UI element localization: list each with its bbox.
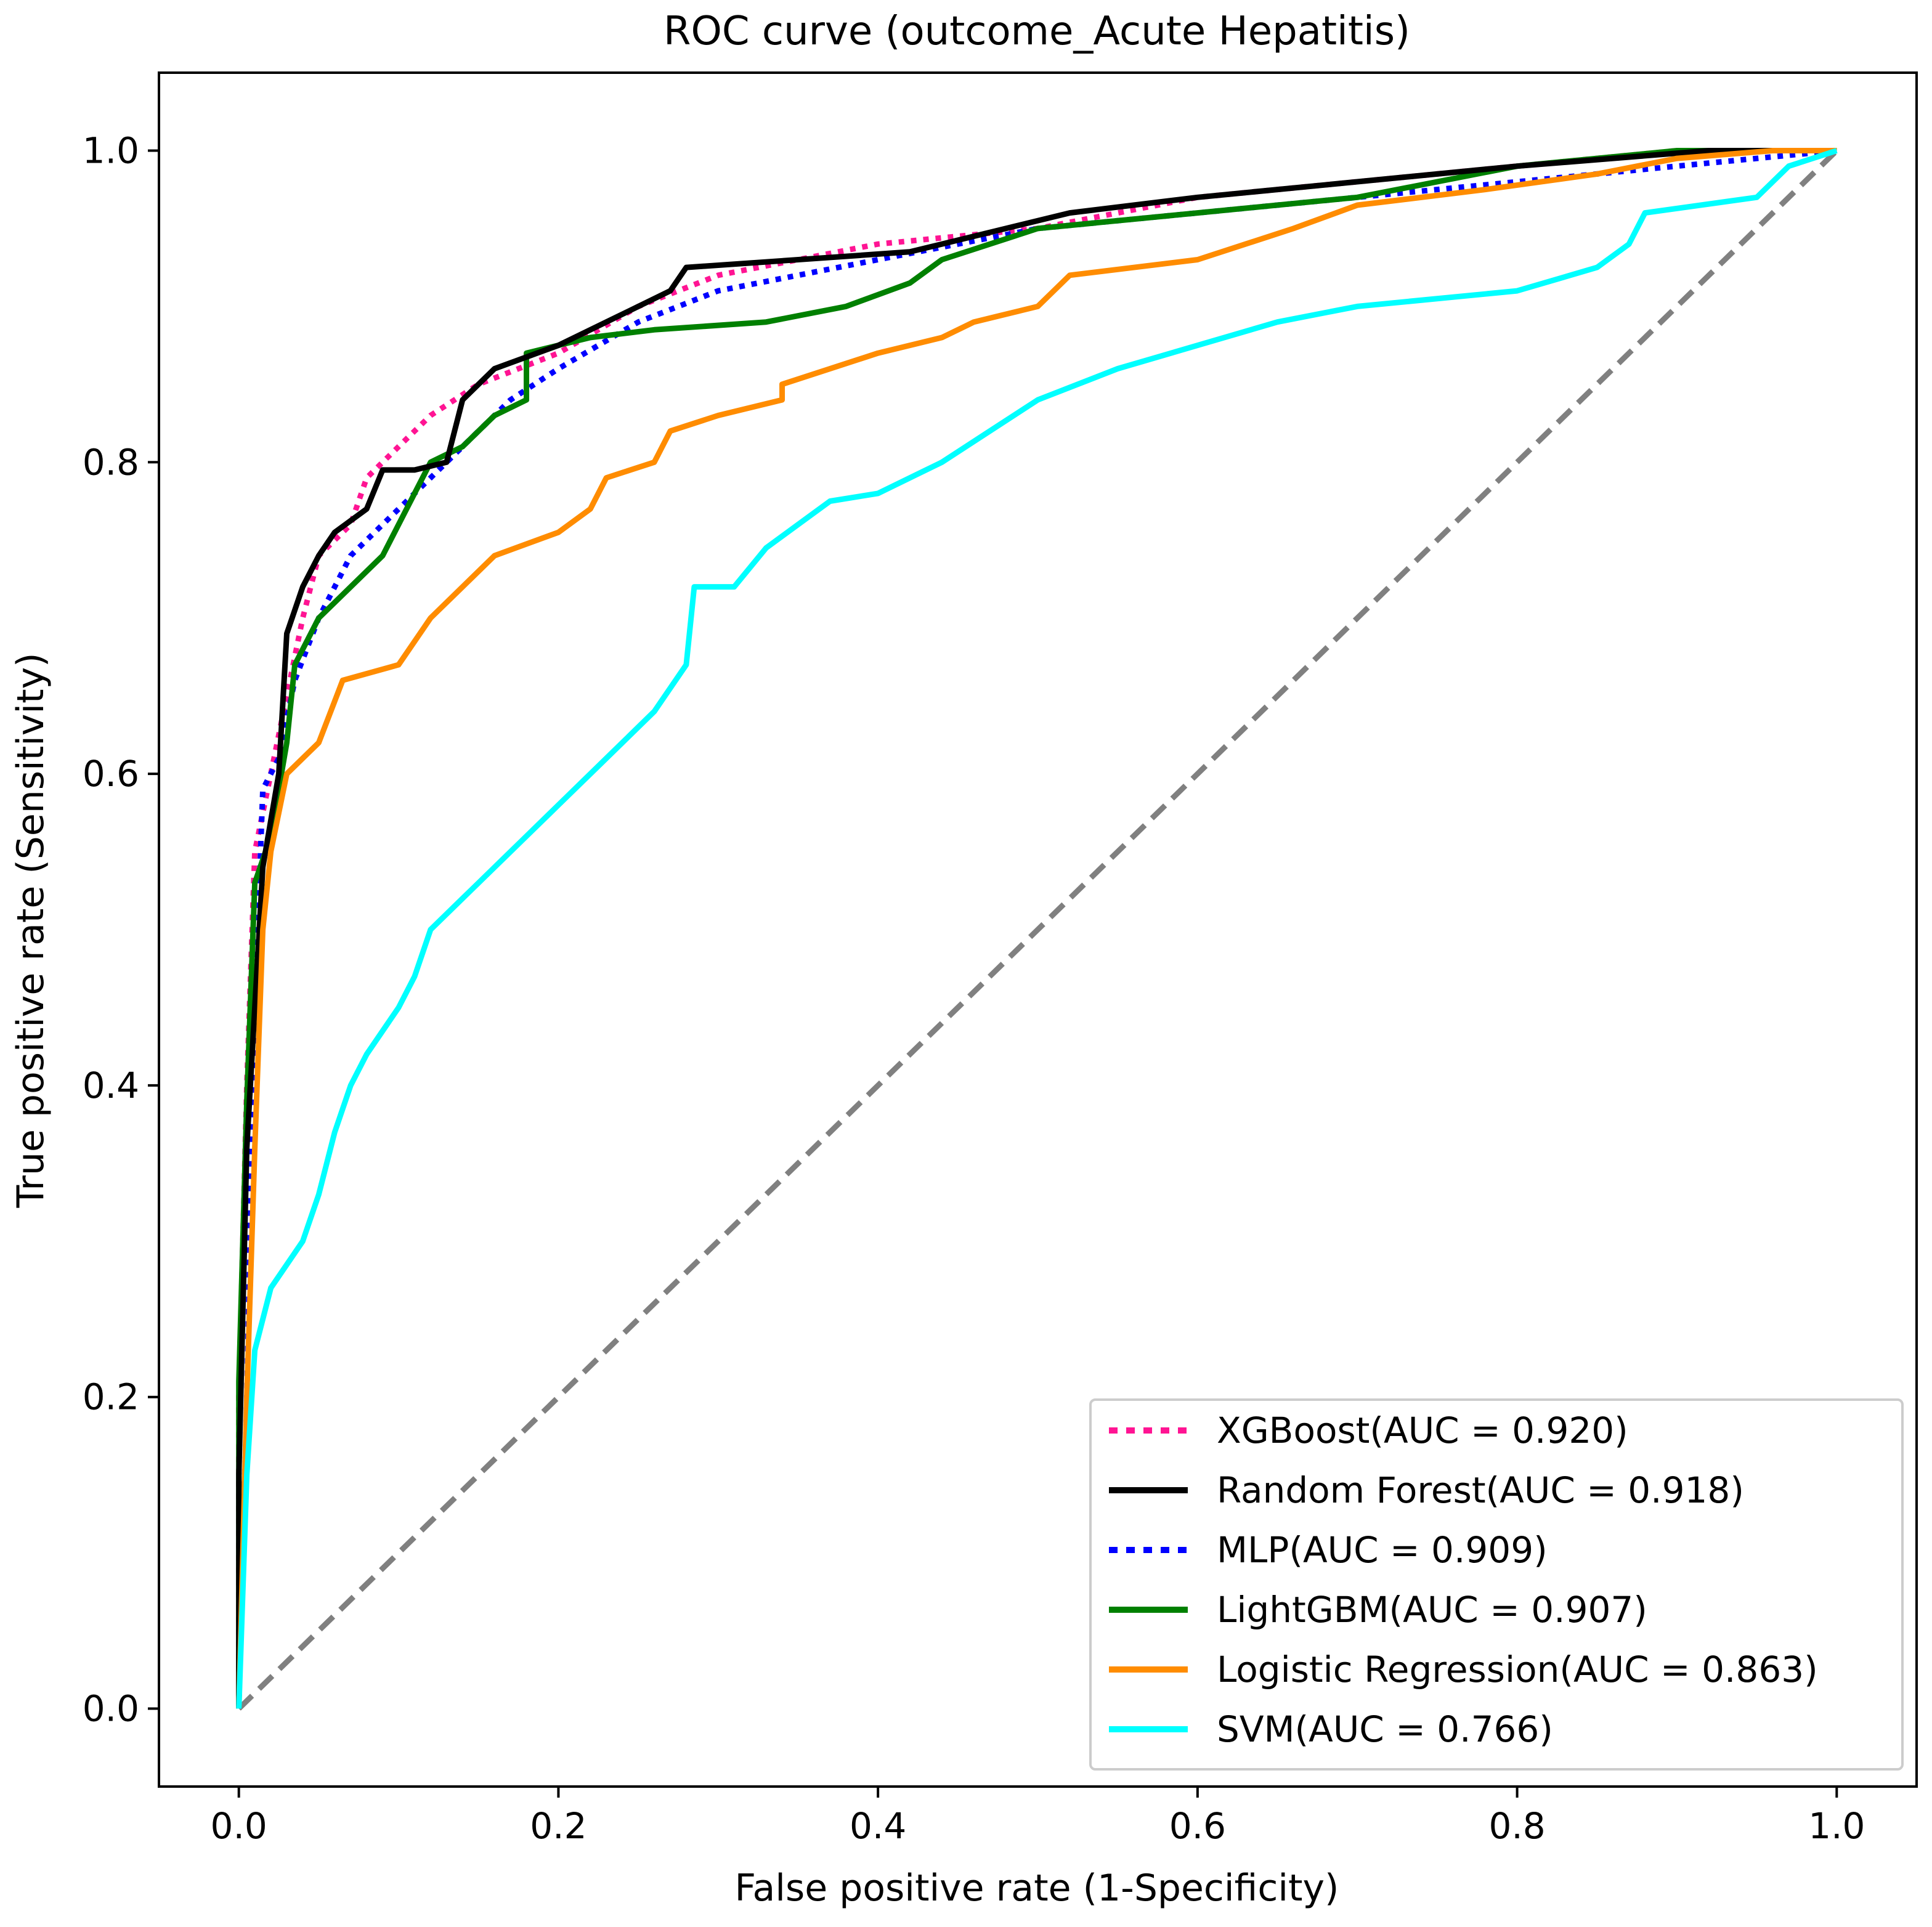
legend-label-logistic-regression: Logistic Regression(AUC = 0.863) xyxy=(1217,1649,1818,1690)
legend-frame xyxy=(1089,1398,1904,1771)
y-axis-title: True positive rate (Sensitivity) xyxy=(9,652,52,1208)
series-line-xgboost xyxy=(236,148,1837,1709)
x-tick-label: 0.2 xyxy=(530,1805,586,1847)
legend: XGBoost(AUC = 0.920) Random Forest(AUC = … xyxy=(1089,1398,1904,1771)
x-tick-label: 0.0 xyxy=(211,1805,267,1847)
series-layer xyxy=(236,148,1839,1711)
y-tick-label: 1.0 xyxy=(83,129,139,171)
y-tick-label: 0.8 xyxy=(83,441,139,483)
legend-label-lightgbm: LightGBM(AUC = 0.907) xyxy=(1217,1589,1647,1631)
x-tick-label: 0.4 xyxy=(850,1805,906,1847)
x-axis-title: False positive rate (1-Specificity) xyxy=(735,1867,1339,1910)
y-tick-label: 0.6 xyxy=(83,753,139,795)
series-line-logistic-regression xyxy=(236,148,1837,1709)
legend-label-svm: SVM(AUC = 0.766) xyxy=(1217,1708,1553,1750)
y-tick-label: 0.0 xyxy=(83,1688,139,1730)
legend-label-random-forest: Random Forest(AUC = 0.918) xyxy=(1217,1469,1744,1511)
x-tick-label: 0.6 xyxy=(1169,1805,1226,1847)
chart-title: ROC curve (outcome_Acute Hepatitis) xyxy=(664,9,1410,54)
x-tick-label: 0.8 xyxy=(1488,1805,1545,1847)
reference-diagonal-line xyxy=(237,148,1839,1711)
plot-frame xyxy=(158,71,1918,1788)
ticks-layer: 0.0 0.2 0.4 0.6 0.8 1.0 0.0 0.2 0.4 0.6 0.8 1.0 xyxy=(83,129,1865,1847)
series-line-svm xyxy=(236,148,1838,1709)
x-tick-label: 1.0 xyxy=(1808,1805,1865,1847)
legend-label-mlp: MLP(AUC = 0.909) xyxy=(1217,1529,1548,1571)
legend-label-xgboost: XGBoost(AUC = 0.920) xyxy=(1217,1410,1628,1451)
y-tick-label: 0.4 xyxy=(83,1065,139,1106)
y-tick-label: 0.2 xyxy=(83,1376,139,1418)
series-line-random-forest xyxy=(236,148,1837,1709)
